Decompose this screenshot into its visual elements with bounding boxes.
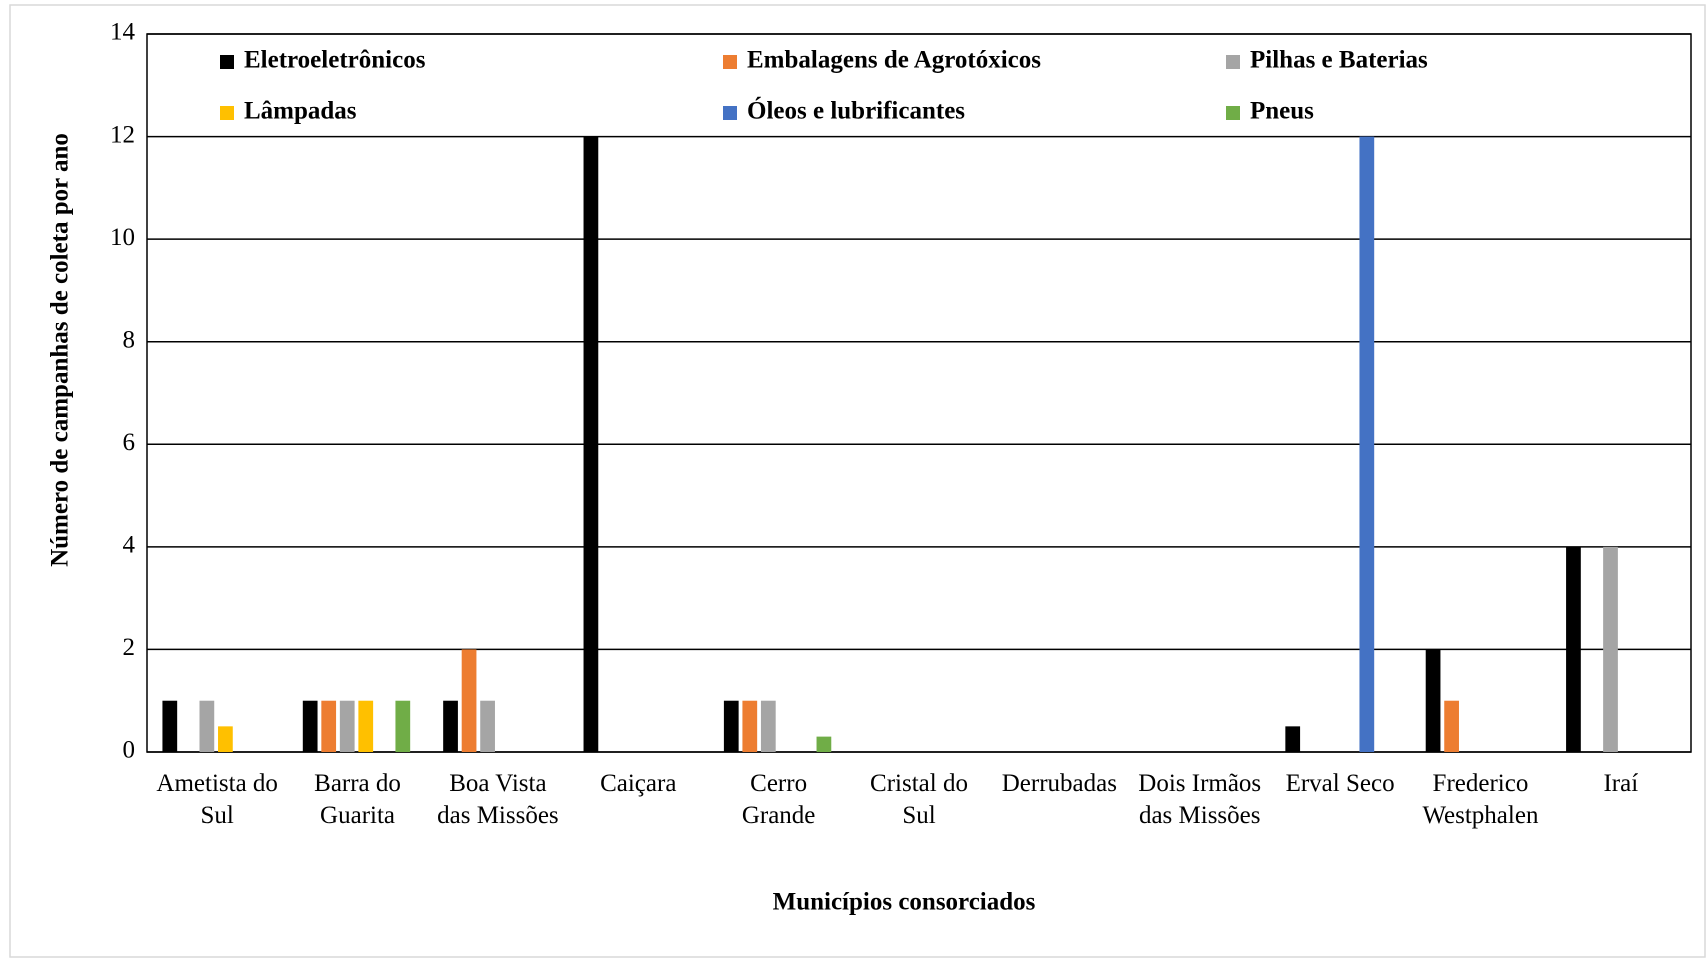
x-tick-label: Frederico Westphalen — [1422, 770, 1539, 829]
bar — [1603, 546, 1618, 752]
bar — [395, 700, 411, 752]
bar — [302, 700, 318, 752]
x-tick-label: Iraí — [1603, 770, 1639, 797]
legend-label: Embalagens de Agrotóxicos — [747, 47, 1041, 74]
y-tick-label: 10 — [110, 224, 135, 251]
x-axis-title: Municípios consorciados — [773, 889, 1036, 916]
legend-label: Lâmpadas — [244, 98, 357, 125]
bar — [742, 700, 758, 752]
bar — [461, 649, 477, 752]
plot-border — [146, 33, 1692, 753]
x-tick-label: Derrubadas — [1001, 770, 1117, 797]
bar — [358, 700, 374, 752]
x-tick-label: Barra do Guarita — [314, 770, 401, 829]
x-tick-label: Erval Seco — [1285, 770, 1395, 797]
x-tick-label: Boa Vista das Missões — [437, 770, 559, 829]
bar — [1444, 700, 1459, 752]
bar — [1425, 649, 1441, 752]
bar — [443, 700, 458, 752]
x-tick-label: Cristal do Sul — [870, 770, 968, 829]
legend-label: Eletroeletrônicos — [244, 47, 426, 74]
bar — [1566, 546, 1581, 752]
bar — [723, 700, 739, 752]
y-axis-title: Número de campanhas de coleta por ano — [47, 133, 74, 567]
y-tick-label: 2 — [123, 634, 136, 661]
bar — [321, 700, 337, 752]
legend-label: Pneus — [1250, 98, 1314, 125]
y-tick-label: 12 — [110, 121, 135, 148]
bar — [1285, 726, 1301, 752]
legend-label: Pilhas e Baterias — [1250, 47, 1428, 74]
x-tick-label: Ametista do Sul — [156, 770, 278, 829]
legend-swatch — [220, 55, 234, 69]
x-tick-label: Dois Irmãos das Missões — [1138, 770, 1262, 829]
bar — [816, 736, 832, 752]
bar — [199, 700, 215, 752]
legend-swatch — [1226, 106, 1240, 120]
legend-label: Óleos e lubrificantes — [747, 97, 965, 125]
legend-swatch — [220, 106, 234, 120]
bar — [480, 700, 495, 752]
chart-border — [9, 4, 1706, 958]
bar — [760, 700, 776, 752]
y-tick-label: 4 — [123, 532, 136, 559]
bar — [162, 700, 178, 752]
bar — [218, 726, 233, 752]
bar — [583, 136, 599, 753]
x-tick-label: Caiçara — [600, 770, 677, 797]
y-tick-label: 0 — [123, 737, 136, 764]
y-tick-label: 6 — [123, 429, 136, 456]
y-tick-label: 8 — [123, 326, 136, 353]
x-tick-label: Cerro Grande — [741, 770, 816, 829]
bar — [1359, 136, 1375, 753]
legend-swatch — [723, 55, 737, 69]
bar — [339, 700, 355, 752]
y-tick-label: 14 — [110, 19, 136, 46]
legend-swatch — [723, 106, 737, 120]
legend-swatch — [1226, 55, 1240, 69]
